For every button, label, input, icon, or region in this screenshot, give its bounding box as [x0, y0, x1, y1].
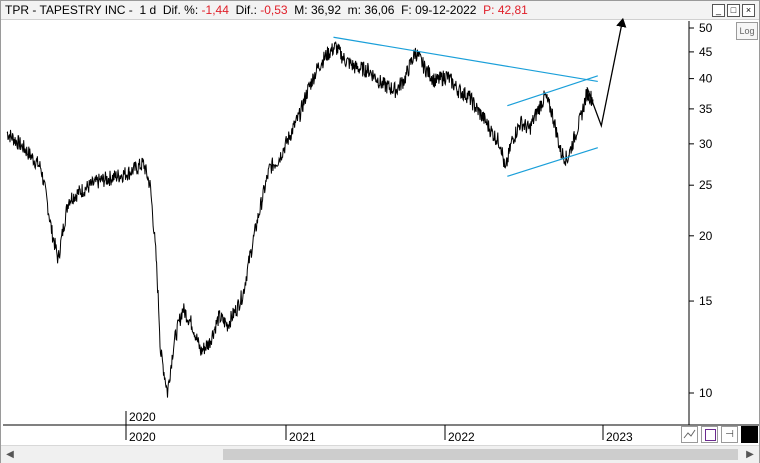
y-tick-label: 50 [699, 21, 713, 35]
dif-pct-label: Dif. %: [162, 3, 199, 17]
year-marker-label: 2020 [129, 410, 156, 424]
period-label: 1 d [139, 3, 157, 17]
maximize-button[interactable]: □ [727, 4, 740, 17]
log-scale-button[interactable]: Log [736, 22, 758, 40]
x-tick-label: 2020 [129, 430, 156, 444]
y-tick-label: 10 [699, 386, 713, 400]
quote-info: TPR - TAPESTRY INC - 1 d Dif. %: -1,44 D… [5, 1, 528, 19]
horizontal-scrollbar[interactable]: ◀ ▶ [1, 445, 759, 463]
pin-icon[interactable]: ⊣ [721, 426, 738, 443]
save-icon[interactable] [701, 426, 718, 443]
trendline-tool-icon[interactable] [681, 426, 698, 443]
x-tick-label: 2021 [289, 430, 316, 444]
y-tick-label: 45 [699, 45, 713, 59]
max-value: 36,92 [310, 3, 341, 17]
minimize-button[interactable]: _ [712, 4, 725, 17]
color-swatch-icon[interactable] [741, 426, 758, 443]
scroll-right-icon[interactable]: ▶ [746, 449, 754, 460]
title-bar: TPR - TAPESTRY INC - 1 d Dif. %: -1,44 D… [1, 1, 759, 20]
dif-pct-value: -1,44 [201, 3, 229, 17]
y-tick-label: 25 [699, 178, 713, 192]
dif-abs-value: -0,53 [260, 3, 288, 17]
price-chart[interactable]: 50 45 40 35 30 25 20 15 10 2020 2021 2022 2023 2020 [1, 1, 759, 445]
min-value: 36,06 [364, 3, 395, 17]
trendline-3 [507, 147, 598, 177]
y-tick-label: 40 [699, 72, 713, 86]
y-tick-label: 35 [699, 102, 713, 116]
scroll-left-icon[interactable]: ◀ [6, 449, 14, 460]
y-tick-label: 15 [699, 294, 713, 308]
price-series-line [6, 41, 594, 398]
x-tick-label: 2022 [448, 430, 475, 444]
ticker-label: TPR - TAPESTRY INC - [5, 3, 133, 17]
date-value: 09-12-2022 [415, 3, 477, 17]
projection-arrow [586, 17, 627, 129]
y-tick-label: 20 [699, 229, 713, 243]
x-tick-label: 2023 [606, 430, 633, 444]
trendline-2 [507, 75, 598, 107]
max-label: M: [294, 3, 308, 17]
scrollbar-thumb[interactable] [223, 449, 738, 460]
trendline-1 [333, 36, 598, 83]
chart-toolbar: ⊣ [681, 426, 758, 443]
date-label: F: [401, 3, 412, 17]
dif-abs-label: Dif.: [235, 3, 257, 17]
window-controls: _ □ × [712, 4, 755, 17]
min-label: m: [347, 3, 362, 17]
price-value: 42,81 [497, 3, 528, 17]
price-label: P: [483, 3, 495, 17]
close-button[interactable]: × [742, 4, 755, 17]
y-tick-label: 30 [699, 137, 713, 151]
